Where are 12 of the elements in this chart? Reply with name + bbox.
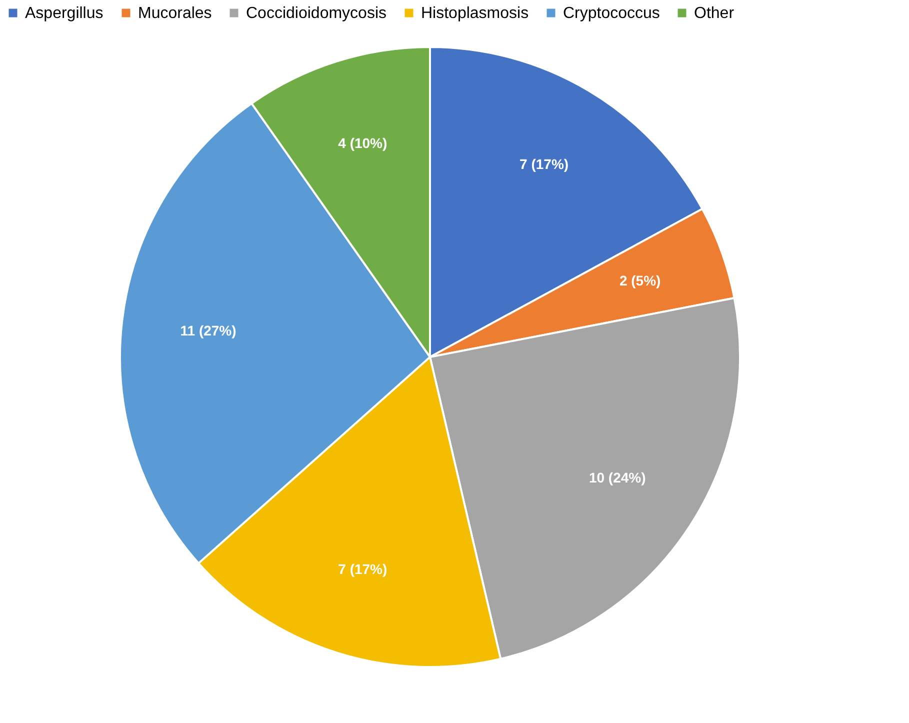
data-label: 10 (24%) (588, 469, 646, 486)
data-label: 7 (17%) (338, 560, 388, 577)
legend-label: Other (694, 5, 735, 22)
legend-label: Coccidioidomycosis (246, 5, 386, 22)
legend-label: Cryptococcus (563, 5, 660, 22)
legend-label: Histoplasmosis (421, 5, 529, 22)
data-label: 7 (17%) (520, 156, 569, 172)
legend-label: Mucorales (138, 5, 212, 22)
data-label: 4 (10%) (338, 135, 388, 152)
data-label: 11 (27%) (180, 322, 236, 338)
data-label: 2 (5%) (619, 272, 661, 289)
legend-label: Aspergillus (25, 5, 104, 22)
